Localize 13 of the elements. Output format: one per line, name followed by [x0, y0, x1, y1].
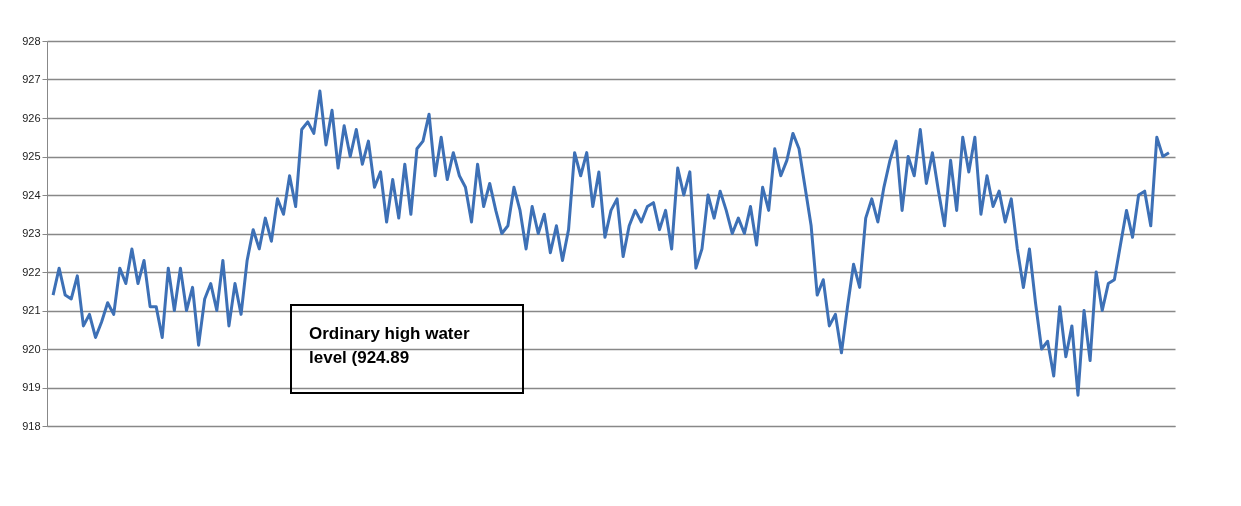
y-tick-label: 919	[22, 381, 41, 393]
y-tick-label: 923	[22, 227, 41, 239]
y-tick-label: 921	[22, 304, 41, 316]
annotation: Ordinary high water level (924.89	[309, 324, 470, 367]
y-tick-label: 918	[22, 419, 41, 432]
y-tick-label: 924	[22, 188, 41, 201]
y-tick-label: 925	[22, 150, 41, 162]
line-series	[51, 89, 1171, 397]
y-tick-label: 928	[22, 34, 41, 47]
y-tick-label: 927	[22, 73, 41, 85]
y-tick-label: 920	[22, 342, 41, 355]
y-tick-label: 926	[22, 111, 41, 124]
y-tick-label: 922	[22, 265, 41, 278]
